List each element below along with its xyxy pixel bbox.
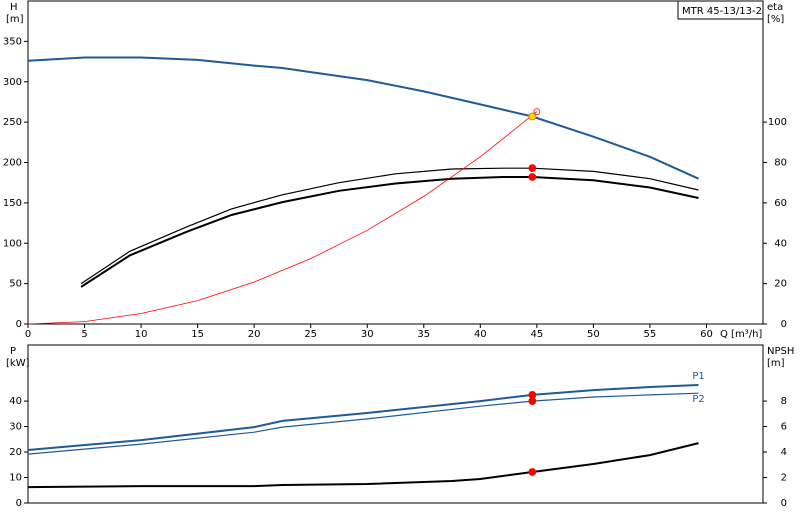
y2-tick-label: 8 — [781, 396, 787, 407]
x-tick-label: 45 — [530, 329, 543, 340]
operating-point — [528, 397, 537, 405]
y2-tick-label: 40 — [774, 238, 787, 249]
y2-tick-label: 6 — [781, 422, 787, 433]
y2-tick-label: 100 — [768, 117, 787, 128]
curve — [27, 442, 699, 489]
y2-axis-unit: [%] — [767, 14, 784, 25]
y2-axis-unit: [m] — [767, 358, 785, 369]
x-tick-label: 55 — [644, 329, 657, 340]
y-tick-label: 300 — [3, 77, 22, 88]
y-tick-label: 0 — [16, 498, 22, 509]
y2-axis-label: eta — [767, 2, 783, 13]
y-tick-label: 100 — [3, 238, 22, 249]
curve — [27, 392, 699, 455]
x-axis-label: Q [m³/h] — [720, 329, 762, 340]
y-tick-label: 0 — [16, 319, 22, 330]
y2-tick-label: 4 — [781, 447, 787, 458]
x-tick-label: 5 — [81, 329, 87, 340]
curve — [27, 384, 699, 451]
y2-tick-label: 20 — [774, 279, 787, 290]
operating-point — [533, 108, 541, 116]
y-tick-label: 20 — [9, 447, 22, 458]
legend-box — [677, 0, 764, 20]
y-tick-label: 50 — [9, 279, 22, 290]
x-tick-label: 20 — [248, 329, 261, 340]
x-tick-label: 35 — [417, 329, 430, 340]
y-tick-label: 350 — [3, 36, 22, 47]
plot-frame — [27, 344, 764, 504]
y-tick-label: 150 — [3, 198, 22, 209]
y2-tick-label: 80 — [774, 158, 787, 169]
curve — [27, 111, 538, 325]
curve — [80, 176, 699, 288]
y-tick-label: 40 — [9, 396, 22, 407]
operating-point — [528, 173, 537, 181]
x-tick-label: 0 — [25, 329, 31, 340]
x-tick-label: 40 — [474, 329, 487, 340]
x-tick-label: 25 — [304, 329, 317, 340]
x-tick-label: 50 — [587, 329, 600, 340]
x-tick-label: 15 — [191, 329, 204, 340]
y-tick-label: 30 — [9, 422, 22, 433]
y2-tick-label: 0 — [781, 319, 787, 330]
y2-tick-label: 2 — [781, 473, 787, 484]
operating-point — [528, 468, 537, 476]
y-axis-label: H — [10, 2, 18, 13]
x-tick-label: 10 — [135, 329, 148, 340]
y2-axis-label: NPSH — [767, 346, 794, 357]
y-tick-label: 250 — [3, 117, 22, 128]
y-tick-label: 200 — [3, 158, 22, 169]
y-axis-unit: [m] — [6, 14, 24, 25]
x-tick-label: 60 — [700, 329, 713, 340]
operating-point — [528, 112, 537, 121]
plot-frame — [27, 0, 764, 325]
curve — [80, 167, 699, 285]
y-tick-label: 10 — [9, 473, 22, 484]
y-axis-label: P — [10, 346, 16, 357]
curve — [27, 56, 699, 180]
series-label: P1 — [692, 371, 704, 382]
operating-point — [528, 164, 537, 173]
x-tick-label: 30 — [361, 329, 374, 340]
y-axis-unit: [kW] — [6, 358, 30, 369]
series-label: P2 — [692, 394, 704, 405]
y2-tick-label: 60 — [774, 198, 787, 209]
y2-tick-label: 0 — [781, 498, 787, 509]
legend-title: MTR 45-13/13-2 — [682, 6, 762, 17]
